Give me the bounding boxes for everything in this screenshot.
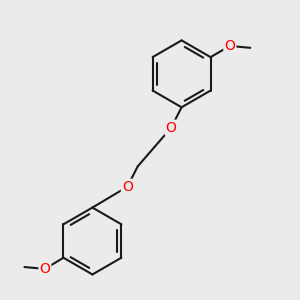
Text: O: O <box>122 180 133 194</box>
Text: O: O <box>166 121 177 135</box>
Text: O: O <box>224 39 235 53</box>
Text: O: O <box>39 262 50 276</box>
